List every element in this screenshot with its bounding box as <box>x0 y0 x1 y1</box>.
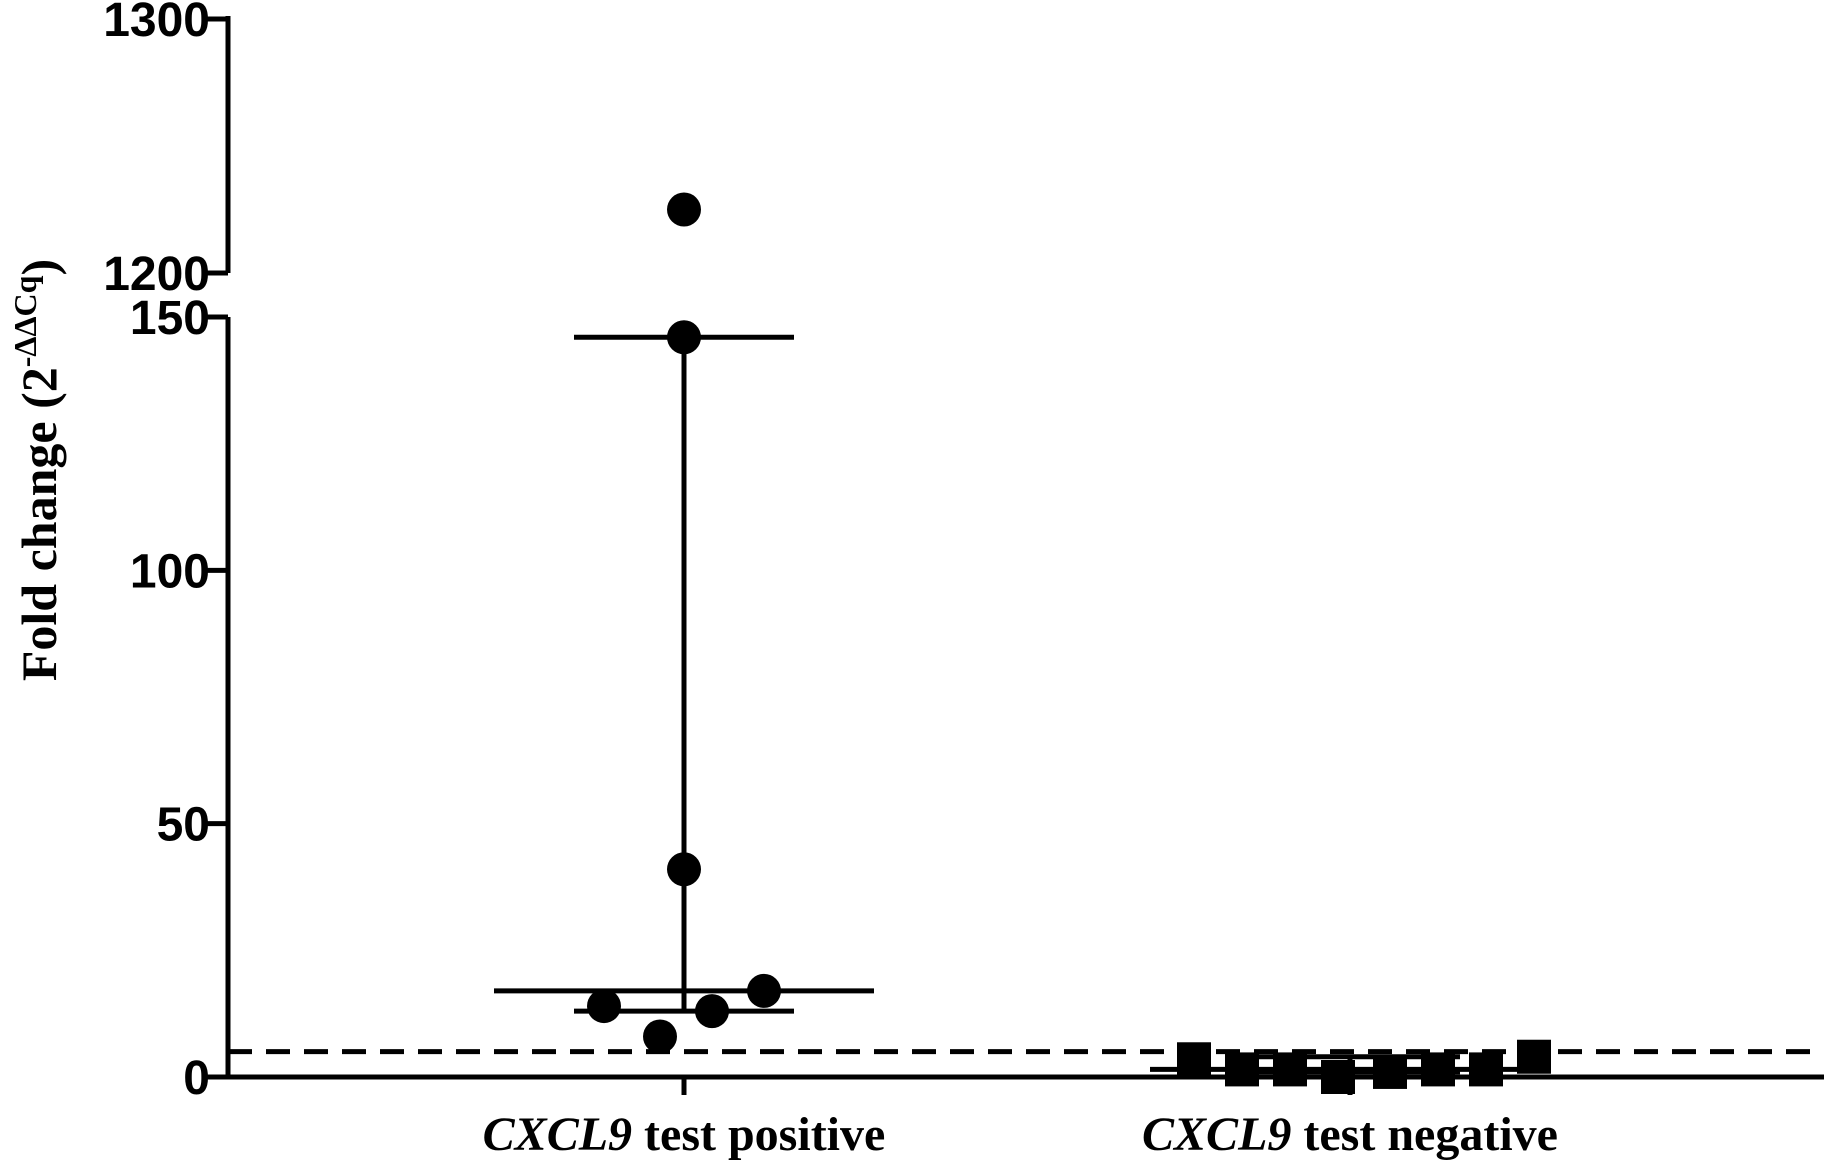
y-tick-label: 150 <box>130 292 210 345</box>
data-point-circle <box>667 320 701 355</box>
data-point-square <box>1177 1042 1211 1077</box>
category-label-2: CXCL9 test negative <box>1142 1108 1558 1161</box>
data-point-square <box>1225 1052 1259 1087</box>
y-tick-label: 100 <box>130 545 210 598</box>
data-groups <box>494 192 1551 1095</box>
y-axis-label-main: Fold change (2 <box>11 367 67 681</box>
y-axis-label-close: ) <box>11 259 67 276</box>
y-axis-label-superscript: -ΔΔCq <box>7 275 43 367</box>
data-point-square <box>1517 1039 1551 1074</box>
y-axis-label: Fold change (2-ΔΔCq) <box>7 259 67 681</box>
data-point-circle <box>667 192 701 227</box>
data-point-square <box>1273 1052 1307 1087</box>
data-point-circle <box>643 1019 677 1054</box>
y-tick-label: 1300 <box>103 0 210 47</box>
category-labels: CXCL9 test positive CXCL9 test negative <box>483 1108 1558 1161</box>
y-tick-label: 1200 <box>103 248 210 301</box>
data-point-circle <box>587 989 621 1024</box>
category-description: test negative <box>1291 1108 1558 1161</box>
group-2 <box>1150 1039 1551 1095</box>
data-point-circle <box>695 994 729 1029</box>
data-point-square <box>1421 1052 1455 1087</box>
category-gene-name: CXCL9 <box>1142 1108 1291 1161</box>
category-label-1: CXCL9 test positive <box>483 1108 886 1161</box>
data-point-square <box>1469 1052 1503 1087</box>
data-point-circle <box>747 973 781 1008</box>
data-point-circle <box>667 852 701 887</box>
category-gene-name: CXCL9 <box>483 1108 632 1161</box>
y-tick-label: 50 <box>157 799 210 852</box>
data-point-square <box>1373 1054 1407 1089</box>
group-1 <box>494 192 874 1095</box>
y-tick-label: 0 <box>183 1052 210 1105</box>
category-description: test positive <box>632 1108 885 1161</box>
